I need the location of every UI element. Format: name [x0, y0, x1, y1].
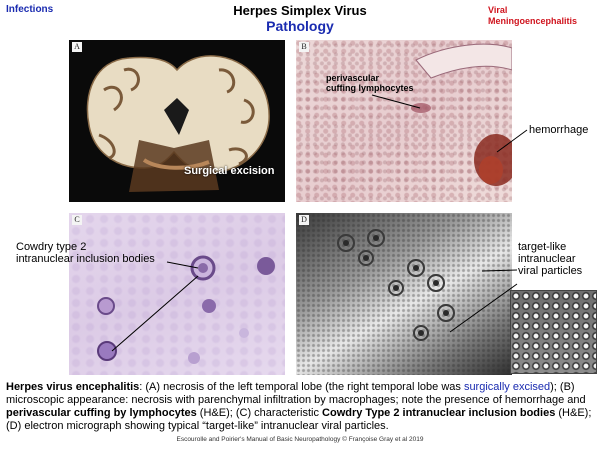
panel-d-inset-micrograph — [510, 290, 597, 374]
panel-d-letter: D — [299, 215, 309, 225]
caption-part-c: (H&E); (C) characteristic — [196, 407, 323, 419]
panel-d-electron-micrograph: D — [296, 213, 512, 375]
panel-b-letter: B — [299, 42, 309, 52]
figure-caption: Herpes virus encephalitis: (A) necrosis … — [6, 381, 596, 433]
page-subtitle: Pathology — [266, 18, 334, 34]
panel-c-micrograph: C — [69, 213, 285, 375]
cowdry-label: Cowdry type 2 intranuclear inclusion bod… — [16, 241, 155, 265]
perivascular-cuffing-label: perivascular cuffing lymphocytes — [326, 73, 414, 93]
section-label: Infections — [6, 4, 54, 15]
cowdry-line-1: Cowdry type 2 — [16, 241, 87, 253]
caption-perivascular-cuffing: perivascular cuffing by lymphocytes — [6, 407, 197, 419]
panel-c-letter: C — [72, 215, 82, 225]
perivascular-cuffing-line-1: perivascular — [326, 73, 380, 83]
page-title: Herpes Simplex Virus — [233, 3, 367, 18]
panel-a-letter: A — [72, 42, 82, 52]
target-like-line-2: intranuclear — [518, 253, 576, 265]
panel-b-tissue-image — [411, 43, 512, 186]
caption-title: Herpes virus encephalitis — [6, 381, 140, 393]
target-like-line-1: target-like — [518, 241, 567, 253]
topic-label: Viral Meningoencephalitis — [488, 5, 598, 27]
target-like-label: target-like intranuclear viral particles — [518, 241, 582, 277]
panel-b-micrograph: B perivascular cuffing lymphocytes — [296, 40, 512, 202]
cowdry-line-2: intranuclear inclusion bodies — [16, 253, 155, 265]
caption-part-d: (H&E); (D) electron micrograph showing t… — [6, 407, 592, 432]
footer-credit: Escourolle and Poirier's Manual of Basic… — [176, 436, 424, 443]
surgical-excision-label: Surgical excision — [184, 165, 275, 177]
hemorrhage-label: hemorrhage — [529, 124, 589, 136]
topic-line-2: Meningoencephalitis — [488, 16, 578, 26]
panel-a-brain-section: A Surgical excision — [69, 40, 285, 202]
brain-section-image — [86, 55, 270, 192]
perivascular-cuffing-line-2: cuffing lymphocytes — [326, 83, 414, 93]
caption-part-b: ); (B) microscopic appearance: necrosis … — [6, 381, 586, 406]
caption-part-a: : (A) necrosis of the left temporal lobe… — [139, 381, 464, 393]
caption-cowdry: Cowdry Type 2 intranuclear inclusion bod… — [322, 407, 556, 419]
topic-line-1: Viral — [488, 5, 508, 15]
panel-c-cells-image — [97, 255, 275, 364]
panel-d-virions-image — [337, 229, 455, 341]
target-like-line-3: viral particles — [518, 265, 583, 277]
caption-surgically-excised: surgically excised — [463, 381, 551, 393]
